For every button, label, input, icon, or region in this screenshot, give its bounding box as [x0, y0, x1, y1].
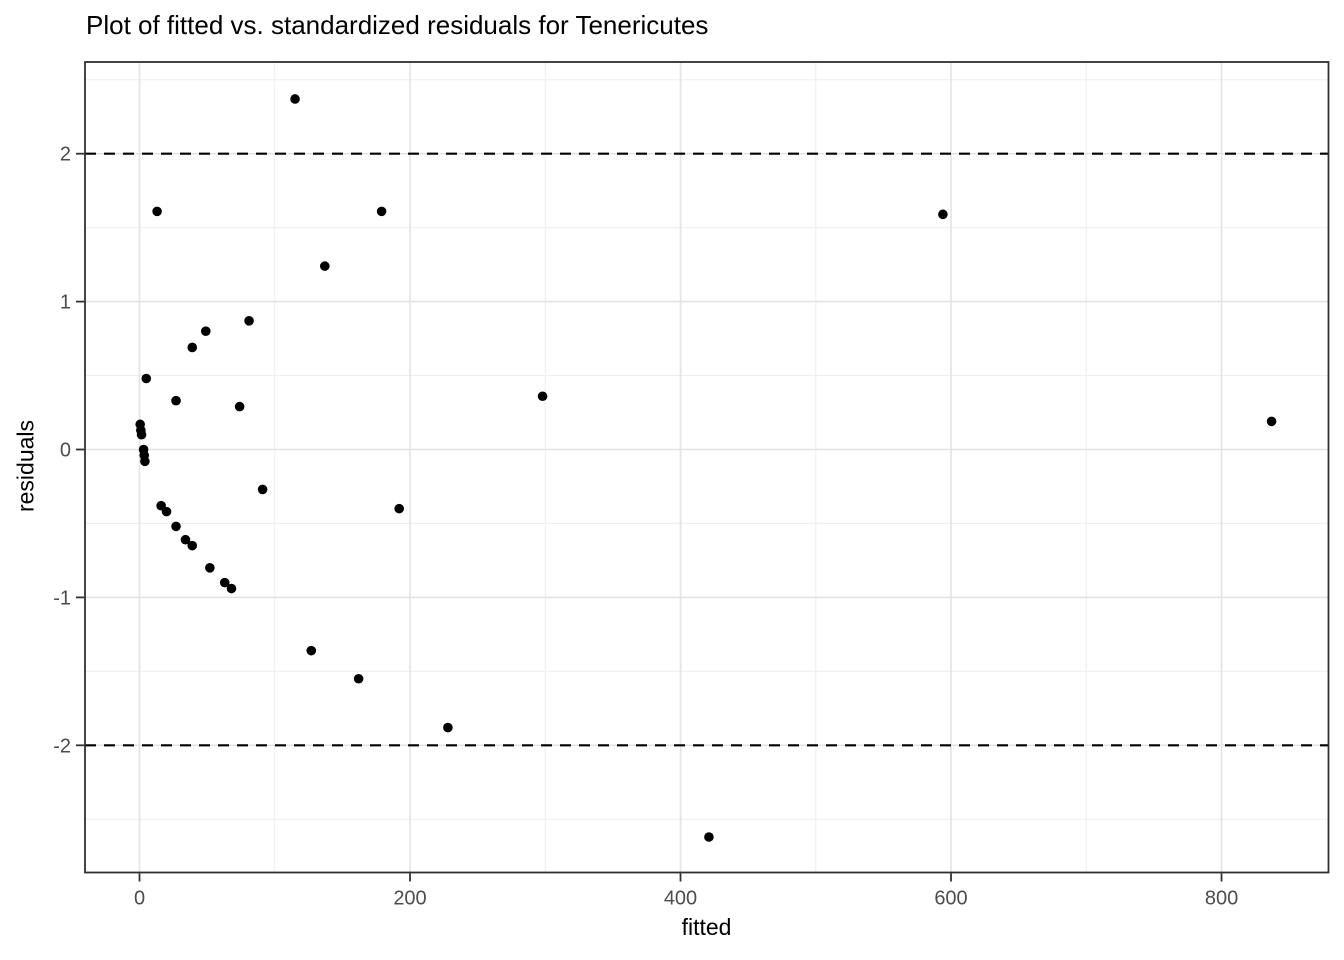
data-points — [135, 94, 1277, 842]
data-point — [537, 391, 548, 402]
gridlines-minor — [85, 62, 1329, 873]
data-point — [234, 401, 245, 412]
data-point — [244, 316, 254, 326]
data-point — [200, 326, 211, 336]
x-tick-label: 200 — [393, 888, 426, 910]
data-point — [938, 209, 948, 220]
data-point — [226, 583, 237, 594]
data-point — [443, 722, 453, 733]
data-point — [187, 342, 198, 353]
data-point — [152, 206, 162, 217]
data-point — [704, 832, 714, 842]
y-tick-label: -1 — [53, 587, 71, 609]
x-tick-label: 600 — [934, 888, 967, 910]
x-tick-label: 800 — [1205, 888, 1238, 910]
plot-panel — [85, 62, 1329, 873]
y-axis-title: residuals — [12, 419, 39, 513]
data-point — [141, 373, 152, 384]
x-tick-label: 0 — [134, 888, 145, 910]
y-axis-ticks: -2 -1 0 1 2 — [53, 144, 84, 757]
data-point — [180, 534, 191, 545]
data-point — [187, 540, 198, 551]
data-point — [1266, 416, 1277, 427]
x-axis-ticks: 0 200 400 600 800 — [134, 873, 1238, 910]
data-point — [257, 484, 268, 495]
data-point — [171, 521, 181, 532]
y-tick-label: -2 — [53, 735, 71, 757]
chart-title: Plot of fitted vs. standardized residual… — [86, 10, 709, 40]
x-axis-title: fitted — [681, 914, 732, 940]
data-point — [219, 577, 230, 588]
y-tick-label: 2 — [60, 144, 71, 166]
y-tick-label: 0 — [60, 440, 71, 462]
reference-lines — [85, 152, 1329, 747]
data-point — [306, 645, 317, 656]
x-tick-label: 400 — [664, 888, 697, 910]
data-point — [290, 94, 300, 104]
data-point — [353, 673, 364, 684]
data-point — [140, 456, 150, 467]
data-point — [171, 395, 181, 406]
data-point — [161, 506, 172, 517]
panel-border — [84, 61, 1330, 874]
data-point — [136, 429, 147, 440]
data-point — [320, 261, 330, 271]
data-point — [376, 206, 387, 217]
y-tick-label: 1 — [60, 292, 71, 314]
data-point — [394, 503, 404, 514]
data-point — [205, 563, 215, 573]
